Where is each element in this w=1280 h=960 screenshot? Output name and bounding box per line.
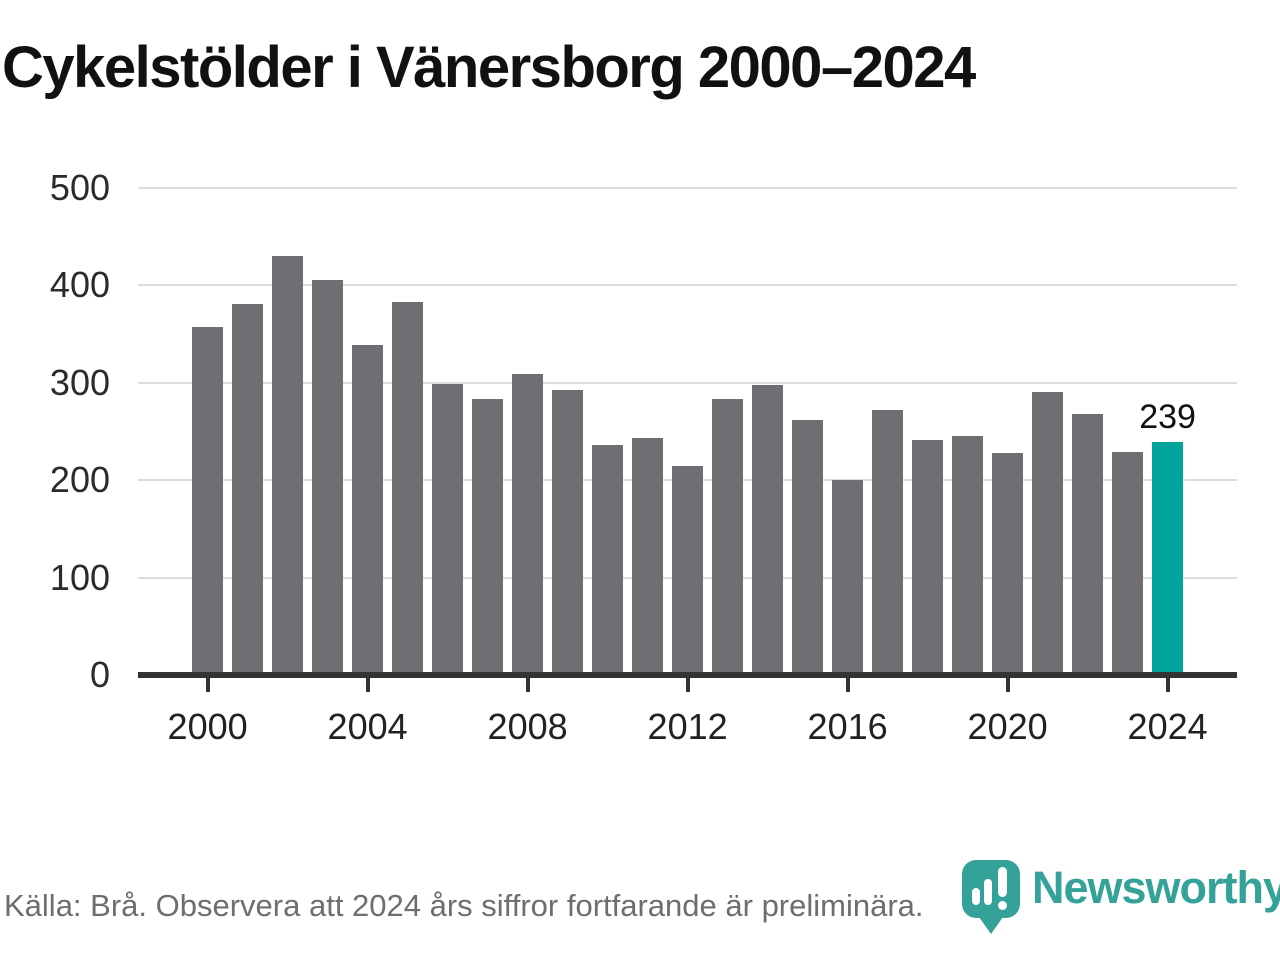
x-axis-label-2012: 2012 (647, 706, 728, 747)
bar-2004 (352, 344, 384, 675)
newsworthy-pin-logo-icon (962, 860, 1020, 918)
x-axis-tick-2024 (1165, 678, 1170, 692)
bar-2014 (752, 384, 784, 675)
bar-2002 (272, 256, 304, 675)
bar-2021 (1032, 391, 1064, 675)
x-axis-tick-2000 (205, 678, 210, 692)
gridline-300 (138, 381, 1237, 384)
x-axis-line (138, 672, 1237, 678)
bar-2000 (192, 327, 224, 675)
logo-chart-bar-medium (984, 879, 992, 905)
bar-2006 (432, 383, 464, 675)
bar-chart-plot-area (138, 187, 1237, 675)
page-title: Cykelstölder i Vänersborg 2000–2024 (2, 35, 976, 100)
bar-2001 (232, 303, 264, 675)
logo-chart-dot (998, 901, 1007, 910)
bar-2011 (632, 438, 664, 675)
logo-chart-bar-small (972, 888, 980, 905)
bar-2015 (792, 419, 824, 675)
bar-2008 (512, 374, 544, 675)
x-axis-label-2024: 2024 (1127, 706, 1208, 747)
logo-wordmark: Newsworthy (1032, 862, 1280, 913)
y-axis-label-400: 400 (49, 264, 110, 306)
bar-2018 (912, 440, 944, 675)
y-axis-label-200: 200 (49, 459, 110, 501)
bar-2010 (592, 445, 624, 675)
x-axis-tick-2004 (365, 678, 370, 692)
logo-chart-bar-tall (998, 867, 1007, 897)
x-axis-label-2020: 2020 (967, 706, 1048, 747)
bar-2017 (872, 410, 904, 675)
bar-2020 (992, 452, 1024, 675)
x-axis-label-2016: 2016 (807, 706, 888, 747)
bar-2016 (832, 480, 864, 675)
gridline-400 (138, 284, 1237, 287)
bar-2022 (1072, 413, 1104, 675)
bar-2003 (312, 279, 344, 675)
x-axis-label-2004: 2004 (327, 706, 408, 747)
bar-2023 (1112, 451, 1144, 675)
gridline-500 (138, 187, 1237, 189)
bar-2019 (952, 436, 984, 675)
y-axis-label-0: 0 (89, 654, 110, 695)
highlight-value-label: 239 (1139, 398, 1196, 437)
bar-2009 (552, 389, 584, 675)
newsworthy-logo: Newsworthy (962, 860, 1280, 918)
x-axis-tick-2020 (1005, 678, 1010, 692)
bar-2007 (472, 399, 504, 675)
x-axis-tick-2008 (525, 678, 530, 692)
y-axis-label-100: 100 (49, 556, 110, 598)
x-axis-tick-2012 (685, 678, 690, 692)
bar-2005 (392, 301, 424, 675)
bar-2012 (672, 465, 704, 675)
x-axis-label-2008: 2008 (487, 706, 568, 747)
source-note: Källa: Brå. Observera att 2024 års siffr… (4, 888, 924, 923)
y-axis-label-300: 300 (49, 361, 110, 403)
y-axis-label-500: 500 (49, 167, 110, 208)
bar-2013 (712, 399, 744, 675)
bar-2024 (1152, 442, 1184, 675)
x-axis-label-2000: 2000 (167, 706, 248, 747)
x-axis-tick-2016 (845, 678, 850, 692)
